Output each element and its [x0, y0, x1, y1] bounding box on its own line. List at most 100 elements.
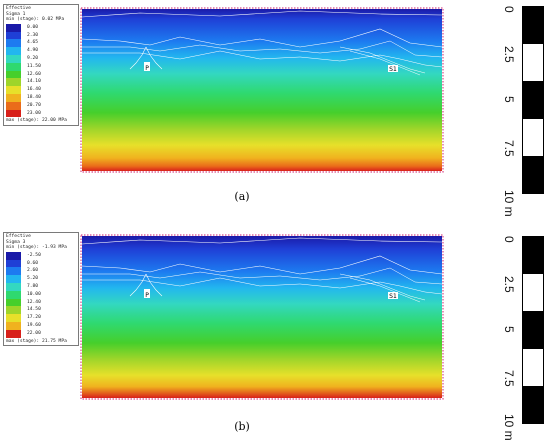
- legend-label: 20.70: [27, 102, 41, 108]
- legend-swatch: [6, 329, 21, 338]
- legend-item: 22.00: [6, 329, 76, 338]
- legend-swatch: [6, 259, 21, 268]
- layer-line-a2: [82, 40, 443, 58]
- legend-swatch: [6, 314, 21, 322]
- marker-s1-a: S1: [389, 66, 397, 73]
- legend-a: Effective Sigma 1 min (stage): 0.02 MPa …: [3, 4, 79, 126]
- stress-field-b: [82, 236, 442, 398]
- legend-item: 20.70: [6, 101, 76, 110]
- legend-label: 0.60: [27, 260, 39, 266]
- legend-title-b: Effective: [6, 234, 31, 239]
- legend-swatch: [6, 267, 21, 276]
- legend-min-a: min (stage): 0.02 MPa: [6, 17, 65, 23]
- marker-p-a: P: [145, 65, 149, 72]
- scale-tick-4-b: 10 m: [502, 414, 516, 441]
- marker-s1-b: S1: [389, 293, 397, 300]
- ground-line-a: [81, 10, 443, 18]
- scale-blocks-b: [522, 236, 544, 424]
- scale-tick-2-b: 5: [502, 326, 516, 333]
- legend-item: 17.20: [6, 314, 76, 322]
- scale-tick-0-b: 0: [502, 236, 516, 243]
- legend-label: 11.50: [27, 63, 41, 69]
- legend-item: 0.60: [6, 259, 76, 268]
- legend-item: 4.65: [6, 39, 76, 48]
- fault-line-b1: [339, 273, 426, 301]
- legend-swatch: [6, 39, 21, 48]
- legend-swatch: [6, 62, 21, 71]
- legend-item: 7.80: [6, 282, 76, 291]
- legend-item: 2.30: [6, 31, 76, 40]
- legend-label: 4.65: [27, 40, 39, 46]
- scale-tick-1-b: 2.5: [502, 276, 516, 293]
- legend-max-a: max (stage): 22.00 MPa: [6, 118, 67, 124]
- legend-header-a: Effective Sigma 1 min (stage): 0.02 MPa: [4, 5, 78, 23]
- scale-blocks-a: [522, 6, 544, 194]
- legend-item: 19.60: [6, 321, 76, 330]
- scale-bar-a: 0 2.5 5 7.5 10 m: [498, 4, 548, 217]
- scale-tick-3-a: 7.5: [502, 140, 516, 157]
- legend-label: 18.40: [27, 95, 41, 101]
- legend-swatch: [6, 298, 21, 307]
- legend-item: 18.40: [6, 93, 76, 102]
- s1-marker-box-b: [388, 292, 398, 299]
- stress-field-a: [82, 9, 442, 171]
- legend-item: 12.40: [6, 298, 76, 307]
- contour-svg-a: P S1: [80, 7, 444, 173]
- legend-item: 14.50: [6, 306, 76, 315]
- legend-rows-b: -2.50 0.60 2.60 5.20 7.80 10.00 12.40 14.50 17.2…: [6, 251, 76, 338]
- pillar-line-b2: [145, 273, 163, 297]
- legend-max-b: max (stage): 21.75 MPa: [6, 338, 67, 344]
- legend-label: 16.40: [27, 87, 41, 93]
- legend-label: 9.20: [27, 56, 39, 62]
- legend-item: 4.90: [6, 47, 76, 55]
- scale-bar-b: 0 2.5 5 7.5 10 m: [498, 234, 548, 441]
- boundary-frame-a: [80, 7, 444, 173]
- layer-line-a3: [82, 50, 443, 68]
- legend-label: 22.00: [27, 330, 41, 336]
- legend-label: -2.50: [27, 252, 41, 258]
- legend-swatch: [6, 101, 21, 110]
- pillar-line-b1: [129, 273, 147, 297]
- legend-label: 17.20: [27, 315, 41, 321]
- legend-title-a: Effective: [6, 6, 31, 11]
- legend-label: 0.00: [27, 24, 39, 30]
- contour-plot-b: P S1: [80, 234, 444, 400]
- legend-item: 16.40: [6, 86, 76, 94]
- legend-label: 14.50: [27, 307, 41, 313]
- legend-label: 2.30: [27, 32, 39, 38]
- pillar-marker-b: [144, 289, 150, 298]
- s1-marker-box-a: [388, 65, 398, 72]
- scale-tick-0-a: 0: [502, 6, 516, 13]
- legend-swatch: [6, 70, 21, 79]
- legend-label: 12.40: [27, 299, 41, 305]
- legend-subtitle-b: Sigma 3: [6, 239, 26, 245]
- legend-swatch: [6, 109, 21, 118]
- legend-header-b: Effective Sigma 3 min (stage): -1.93 MPa: [4, 233, 78, 251]
- legend-item: 0.00: [6, 23, 76, 32]
- legend-label: 14.10: [27, 79, 41, 85]
- legend-swatch: [6, 47, 21, 55]
- legend-label: 7.80: [27, 284, 39, 290]
- panel-a: Effective Sigma 1 min (stage): 0.02 MPa …: [0, 0, 550, 220]
- legend-swatch: [6, 23, 21, 32]
- legend-swatch: [6, 31, 21, 40]
- legend-item: -2.50: [6, 251, 76, 260]
- legend-item: 23.00: [6, 109, 76, 118]
- legend-swatch: [6, 78, 21, 87]
- fault-line-a1: [339, 46, 426, 74]
- legend-rows-a: 0.00 2.30 4.65 4.90 9.20 11.50 12.60 14.10 16.40…: [6, 23, 76, 118]
- legend-swatch: [6, 306, 21, 315]
- legend-label: 4.90: [27, 48, 39, 54]
- legend-swatch: [6, 251, 21, 260]
- legend-swatch: [6, 93, 21, 102]
- caption-a: (a): [234, 190, 250, 203]
- legend-label: 12.60: [27, 71, 41, 77]
- ground-line-b: [81, 237, 443, 245]
- scale-tick-4-a: 10 m: [502, 190, 516, 217]
- caption-b: (b): [234, 420, 250, 433]
- legend-subtitle-a: Sigma 1: [6, 11, 26, 17]
- legend-swatch: [6, 86, 21, 94]
- marker-p-b: P: [145, 292, 149, 299]
- layer-line-b2: [82, 267, 443, 285]
- legend-min-b: min (stage): -1.93 MPa: [6, 245, 67, 251]
